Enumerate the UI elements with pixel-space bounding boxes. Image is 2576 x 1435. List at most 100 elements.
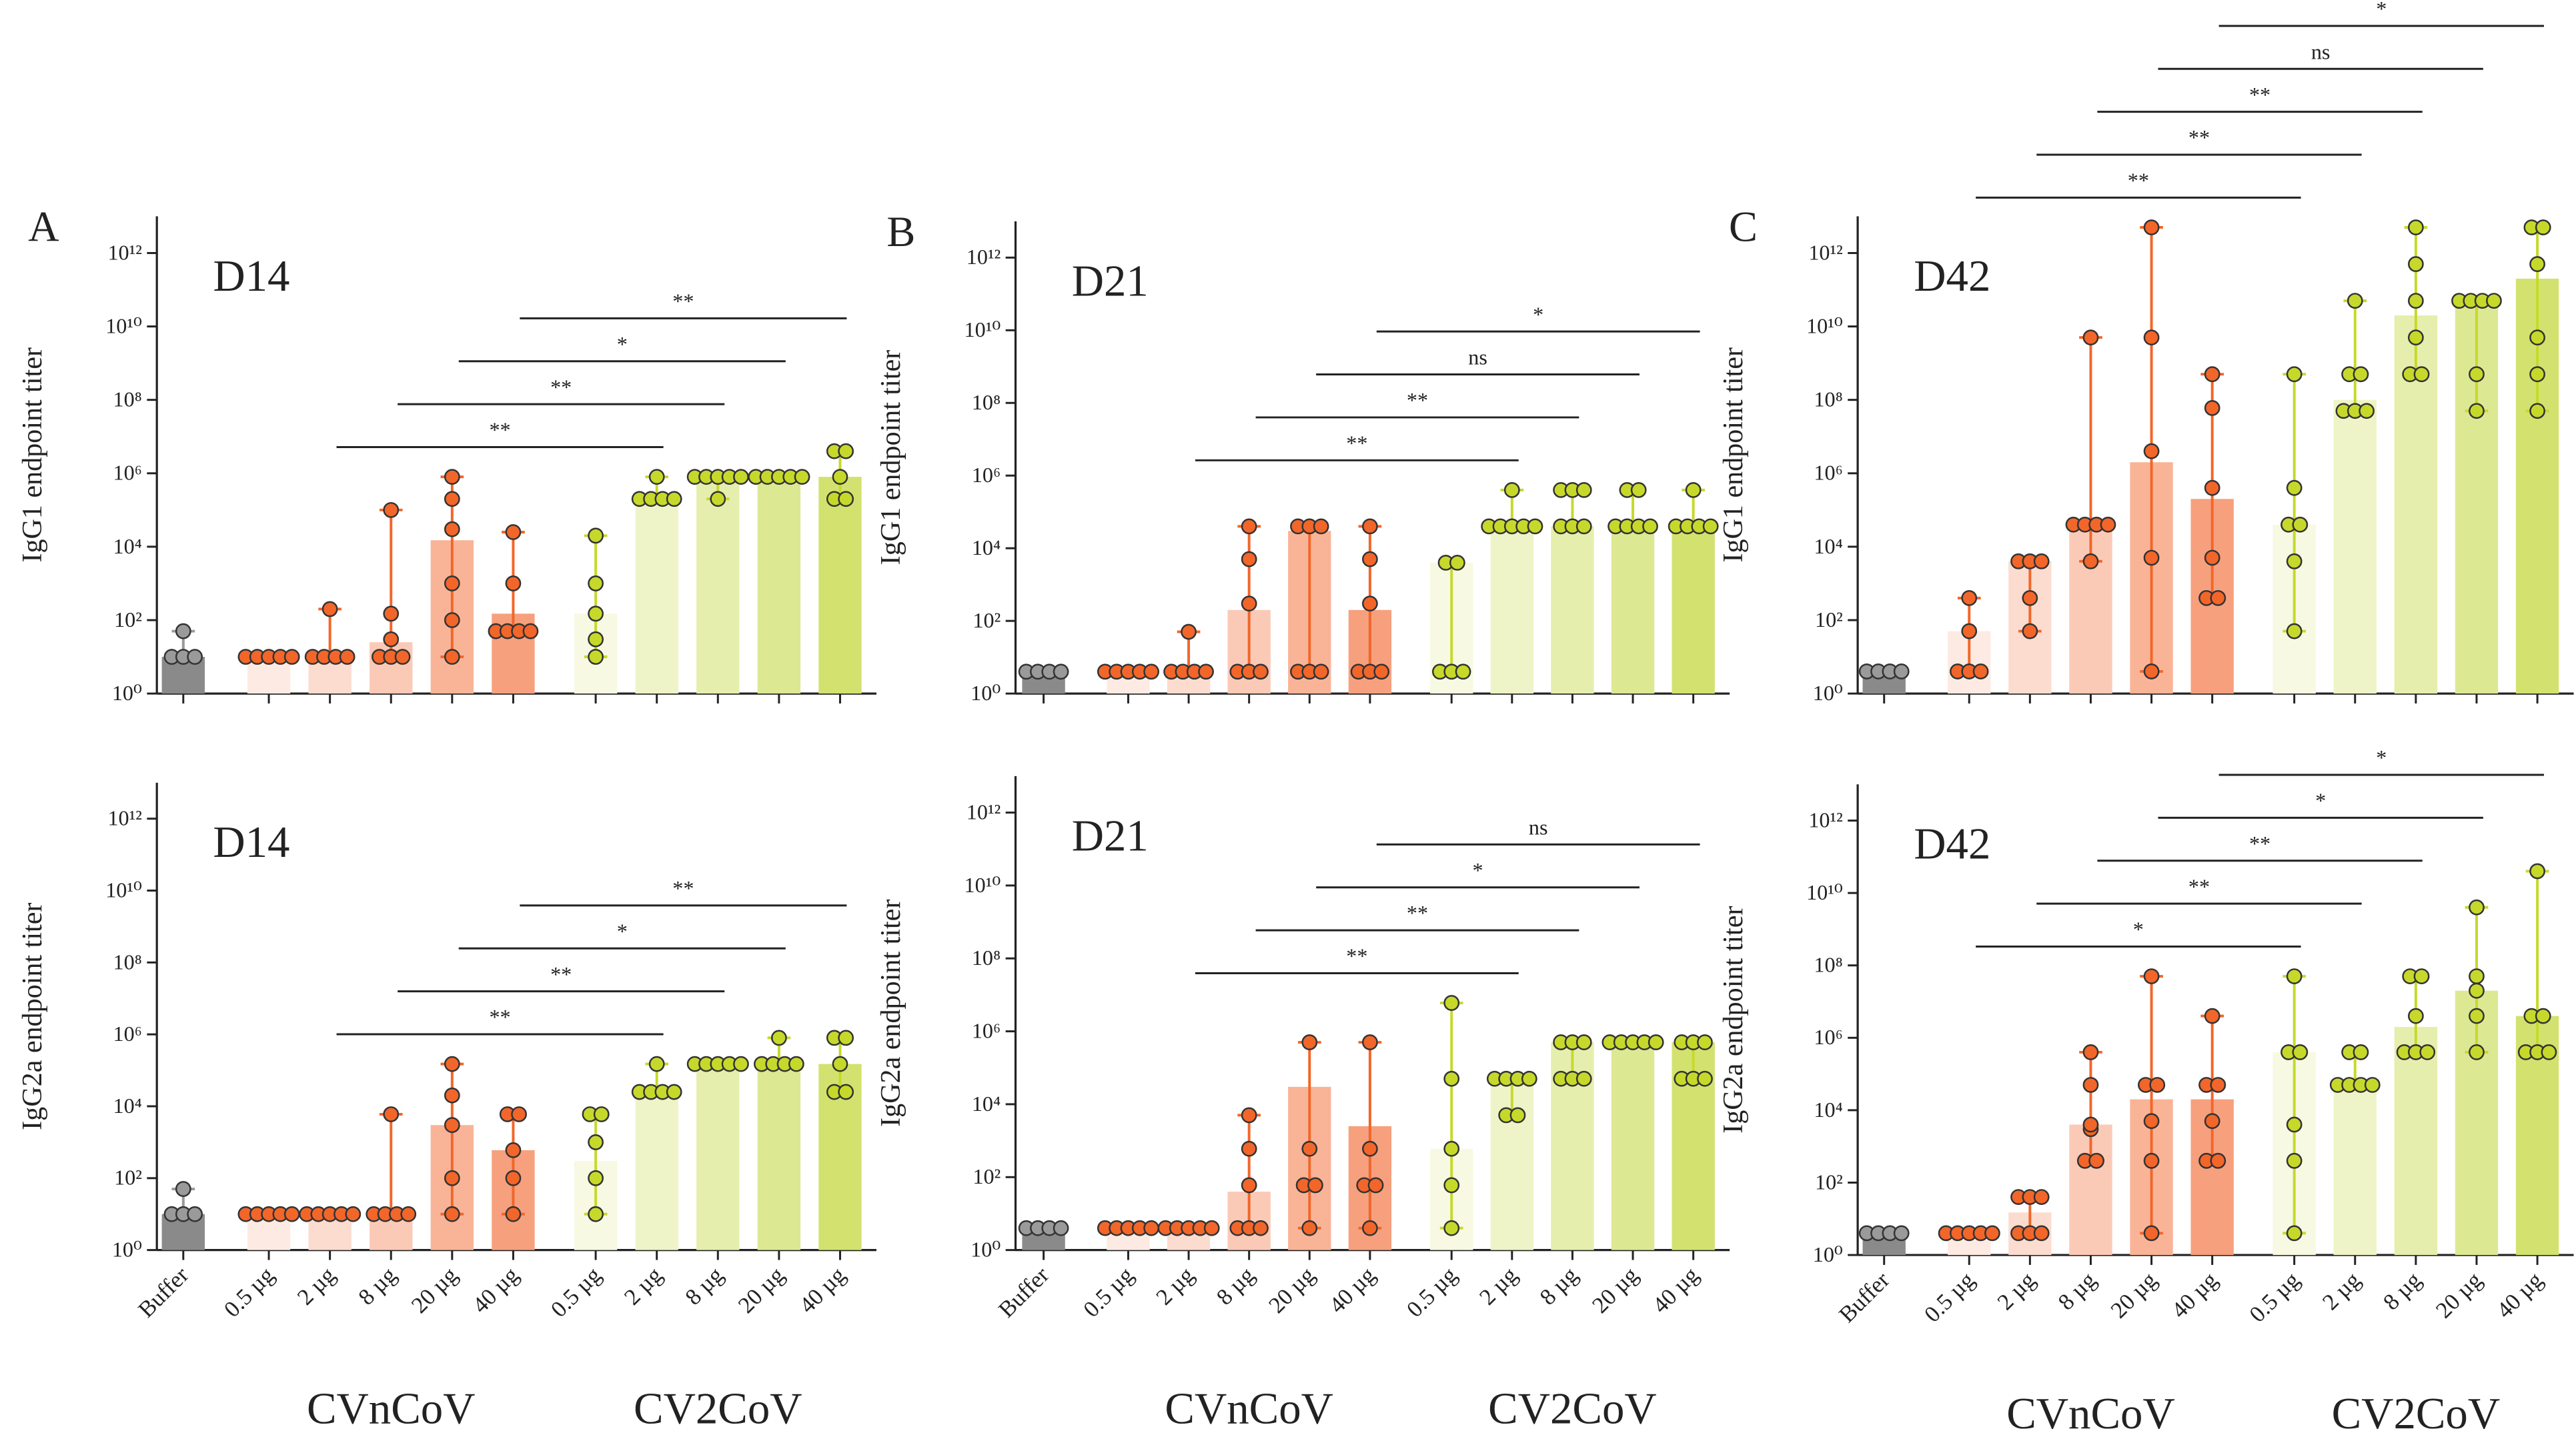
data-point	[383, 501, 400, 518]
x-tick-label: Buffer	[994, 1262, 1055, 1323]
data-point	[1313, 518, 1329, 535]
group-label: CV2CoV	[634, 1384, 802, 1434]
bar	[1551, 526, 1594, 694]
data-point	[187, 1206, 203, 1222]
data-point	[444, 521, 460, 537]
x-tick-label: 2 µg	[1992, 1267, 2040, 1315]
data-point	[2204, 399, 2220, 416]
data-point	[2292, 1044, 2309, 1060]
bar	[635, 499, 678, 694]
data-point	[444, 1206, 460, 1222]
significance-label: ns	[2311, 39, 2331, 63]
y-tick-label: 10¹²	[107, 806, 141, 830]
data-point	[444, 612, 460, 628]
significance-label: *	[2376, 746, 2387, 770]
significance-label: **	[550, 962, 572, 986]
x-tick-label: 8 µg	[1212, 1262, 1260, 1310]
data-point	[1984, 1225, 2000, 1242]
data-point	[505, 524, 522, 540]
data-point	[1203, 1220, 1220, 1236]
data-point	[383, 631, 400, 647]
x-tick-label: 40 µg	[1325, 1262, 1381, 1318]
data-point	[1362, 551, 1378, 567]
data-point	[1648, 1034, 1664, 1050]
data-point	[1685, 481, 1702, 498]
data-point	[771, 1030, 787, 1046]
data-point	[1143, 663, 1159, 680]
x-tick-label: Buffer	[133, 1262, 194, 1323]
data-point	[2033, 1225, 2050, 1242]
data-point	[444, 1087, 460, 1104]
data-point	[733, 1056, 749, 1072]
data-point	[2204, 1008, 2220, 1024]
y-tick-label: 10⁸	[1814, 387, 1842, 411]
significance-label: **	[672, 876, 694, 900]
significance-label: **	[1346, 431, 1367, 455]
data-point	[1575, 1070, 1592, 1087]
y-tick-label: 10¹⁰	[105, 878, 142, 902]
y-tick-label: 10⁸	[1814, 953, 1842, 977]
x-tick-label: 20 µg	[407, 1262, 463, 1318]
data-point	[588, 1206, 604, 1222]
bar	[757, 1064, 801, 1250]
data-point	[2286, 968, 2303, 984]
data-point	[1630, 481, 1647, 498]
data-point	[400, 1206, 417, 1222]
x-tick-label: 20 µg	[734, 1262, 790, 1318]
y-tick-label: 10⁰	[971, 681, 1001, 705]
data-point	[2407, 329, 2424, 346]
y-axis-label: IgG1 endpoint titer	[17, 347, 48, 563]
bar	[2333, 399, 2377, 694]
x-tick-label: 2 µg	[293, 1262, 341, 1310]
data-point	[444, 1056, 460, 1072]
data-point	[1307, 1177, 1323, 1194]
data-point	[733, 469, 749, 485]
y-tick-label: 10²	[114, 607, 142, 631]
data-point	[838, 1084, 854, 1100]
data-point	[2143, 549, 2160, 566]
data-point	[1362, 1034, 1378, 1050]
data-point	[444, 491, 460, 507]
chart-title: D21	[1072, 256, 1149, 305]
data-point	[1449, 554, 1465, 571]
data-point	[2469, 968, 2485, 984]
data-point	[588, 631, 604, 647]
x-tick-label: 8 µg	[1535, 1262, 1583, 1310]
data-point	[1575, 518, 1592, 535]
bar	[2394, 1026, 2438, 1256]
data-point	[1527, 518, 1543, 535]
data-point	[2082, 1116, 2099, 1133]
y-tick-label: 10¹²	[967, 800, 1001, 824]
data-point	[2469, 1044, 2485, 1060]
significance-label: **	[672, 289, 694, 313]
data-point	[1362, 595, 1378, 612]
x-tick-label: 0.5 µg	[1920, 1267, 1980, 1327]
x-tick-label: 40 µg	[468, 1262, 524, 1318]
data-point	[2286, 553, 2303, 569]
data-point	[2286, 366, 2303, 383]
y-tick-label: 10²	[1815, 1170, 1843, 1194]
bar	[757, 477, 801, 694]
data-point	[2088, 1152, 2105, 1169]
data-point	[2529, 366, 2545, 383]
y-axis-label: IgG2a endpoint titer	[17, 903, 48, 1130]
data-point	[1443, 995, 1460, 1011]
data-point	[1455, 663, 1471, 680]
x-tick-label: 0.5 µg	[219, 1262, 279, 1322]
significance-label: **	[2188, 125, 2210, 149]
bar	[1611, 526, 1655, 694]
data-point	[2286, 1152, 2303, 1169]
significance-label: *	[2133, 918, 2144, 942]
y-axis-label: IgG1 endpoint titer	[875, 350, 906, 565]
data-point	[1181, 623, 1197, 640]
data-point	[666, 1084, 682, 1100]
y-tick-label: 10⁴	[113, 534, 142, 558]
chart-title: D42	[1914, 820, 1990, 869]
data-point	[1241, 1107, 1257, 1124]
data-point	[1443, 1140, 1460, 1157]
y-tick-label: 10⁴	[1814, 1098, 1842, 1122]
data-point	[2210, 589, 2226, 606]
data-point	[2529, 403, 2545, 419]
significance-label: *	[1473, 858, 1483, 882]
